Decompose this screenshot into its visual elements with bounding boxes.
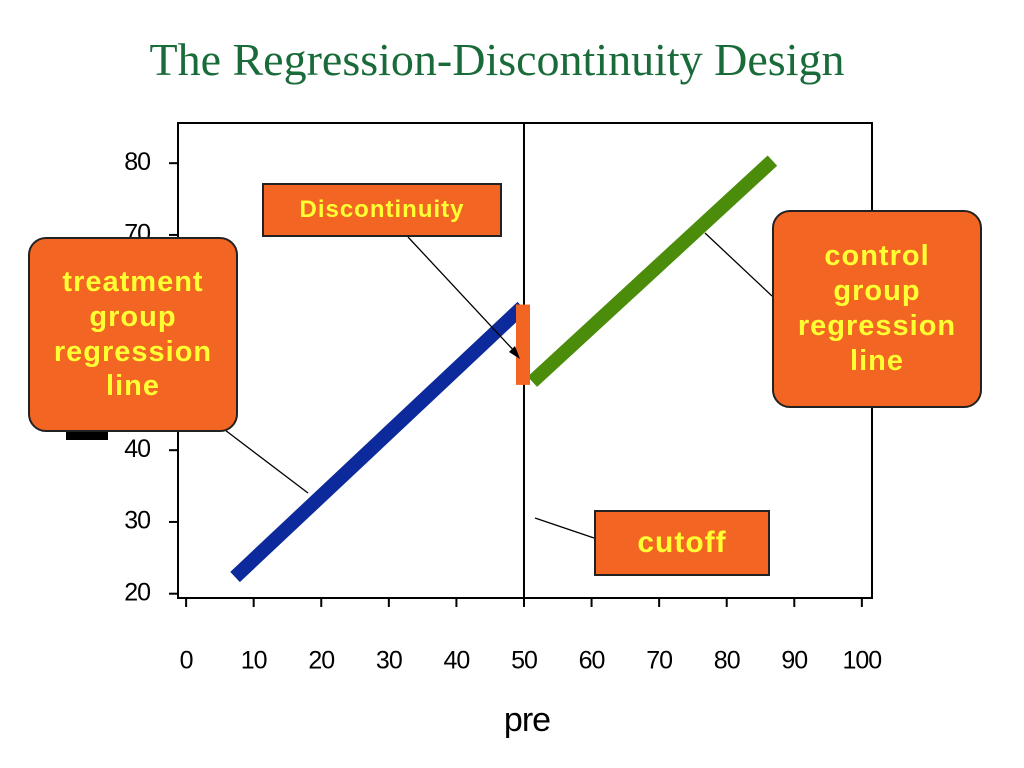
y-tick-label: 30 (124, 507, 150, 535)
x-tick-label: 10 (241, 647, 267, 675)
arrow-line (407, 236, 518, 355)
discontinuity-bar (515, 304, 530, 385)
x-tick-label: 20 (308, 647, 334, 675)
x-axis-label: pre (504, 701, 550, 739)
x-tick-label: 70 (646, 647, 672, 675)
treatment-callout: treatment group regression line (28, 237, 238, 432)
leader-line (224, 429, 309, 494)
y-axis-label-fragment (66, 432, 108, 440)
regression-line (527, 155, 778, 387)
x-tick-label: 50 (511, 647, 537, 675)
x-tick-label: 60 (579, 647, 605, 675)
arrow-head (509, 346, 520, 359)
y-tick-label: 40 (124, 435, 150, 463)
x-tick-label: 90 (781, 647, 807, 675)
leader-line (704, 232, 773, 297)
cutoff-callout: cutoff (594, 510, 770, 576)
y-tick-label: 80 (124, 148, 150, 176)
x-tick-label: 40 (444, 647, 470, 675)
chart-title: The Regression-Discontinuity Design (149, 34, 844, 85)
discontinuity-callout: Discontinuity (262, 183, 502, 237)
x-tick-label: 0 (180, 647, 193, 675)
leader-line (534, 517, 595, 539)
y-tick-label: 20 (124, 578, 150, 606)
x-tick-label: 100 (843, 647, 882, 675)
control-callout: control group regression line (772, 210, 982, 408)
regression-line (230, 301, 528, 583)
x-tick-label: 30 (376, 647, 402, 675)
x-tick-label: 80 (714, 647, 740, 675)
leaders (224, 232, 773, 539)
